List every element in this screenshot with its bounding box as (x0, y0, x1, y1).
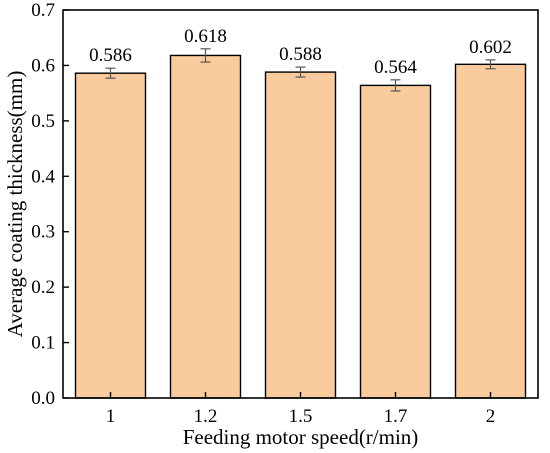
bar (264, 71, 337, 399)
y-axis-title: Average coating thickness(mm) (3, 71, 27, 338)
y-tick-label: 0.5 (31, 111, 55, 132)
x-tick-label: 1.7 (384, 406, 408, 427)
error-bars-layer (105, 48, 496, 92)
bars-layer (74, 54, 527, 399)
x-tick-label: 2 (486, 406, 496, 427)
y-tick-label: 0.0 (31, 388, 55, 409)
y-tick-label: 0.3 (31, 222, 55, 243)
y-tick-label: 0.6 (31, 55, 55, 76)
bar (169, 54, 242, 399)
y-tick-label: 0.2 (31, 277, 55, 298)
x-axis-ticks: 1 1.2 1.5 1.7 2 (106, 392, 496, 427)
x-axis-title: Feeding motor speed(r/min) (183, 425, 419, 449)
x-tick-label: 1.5 (289, 406, 313, 427)
y-tick-label: 0.7 (31, 0, 55, 21)
bar (74, 72, 147, 399)
data-label: 0.602 (469, 37, 512, 58)
data-label: 0.618 (184, 26, 227, 47)
x-tick-label: 1.2 (194, 406, 218, 427)
x-tick-label: 1 (106, 406, 116, 427)
data-label: 0.564 (374, 57, 417, 78)
data-labels-layer: 0.586 0.618 0.588 0.564 0.602 (89, 26, 512, 78)
y-tick-label: 0.4 (31, 166, 55, 187)
data-label: 0.586 (89, 45, 132, 66)
y-tick-label: 0.1 (31, 333, 55, 354)
bar (359, 84, 432, 399)
bar (454, 63, 527, 399)
y-axis-ticks: 0.0 0.1 0.2 0.3 0.4 0.5 0.6 0.7 (31, 0, 69, 409)
data-label: 0.588 (279, 44, 322, 65)
